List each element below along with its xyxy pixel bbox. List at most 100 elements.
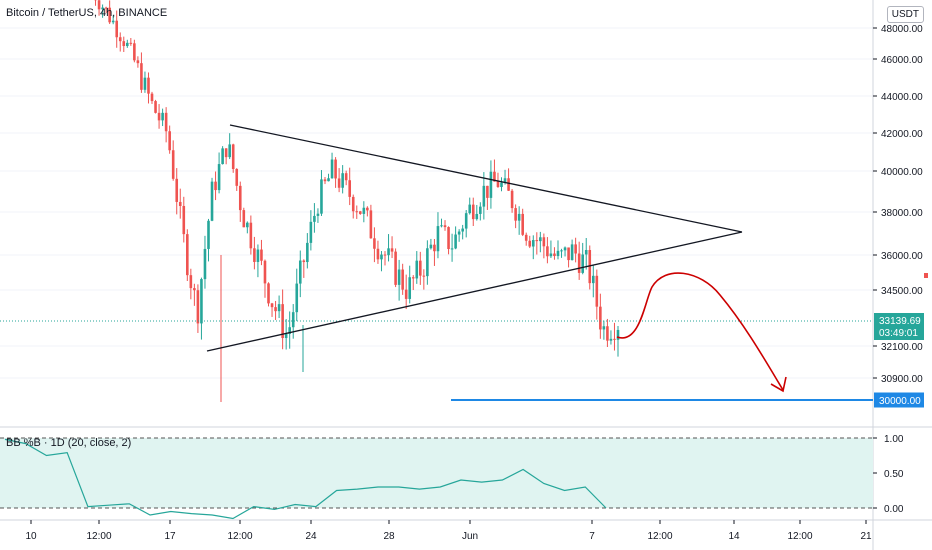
candle-body <box>380 254 383 260</box>
candle-body <box>126 42 129 47</box>
bb-line <box>4 438 607 520</box>
price-tick-label: 36000.00 <box>881 251 923 262</box>
bb-tick-label: 0.00 <box>884 504 904 515</box>
small-marker <box>924 273 928 278</box>
candle-body <box>440 225 443 227</box>
candle-body <box>150 93 154 102</box>
candle-body <box>291 312 295 328</box>
bb-tick-label: 1.00 <box>884 434 904 445</box>
drawings-layer <box>0 124 873 401</box>
candle-body <box>584 250 588 255</box>
time-tick-label: 14 <box>728 531 740 542</box>
candle-body <box>256 249 260 262</box>
candle-body <box>599 306 602 330</box>
candle-body <box>489 171 493 198</box>
candle-body <box>419 260 422 276</box>
candle-body <box>355 211 359 213</box>
projection-curve <box>616 272 784 391</box>
candle-body <box>479 206 482 214</box>
candle-body <box>313 215 316 222</box>
candle-body <box>567 247 570 261</box>
candle-body <box>260 249 263 261</box>
candle-body <box>394 251 397 285</box>
candle-body <box>517 213 521 221</box>
bb-band-fill <box>0 438 873 508</box>
time-tick-label: 12:00 <box>86 531 111 542</box>
candle-body <box>118 37 122 42</box>
candle-body <box>284 333 288 339</box>
price-tick-label: 42000.00 <box>881 129 923 140</box>
candle-body <box>429 244 433 249</box>
candle-body <box>595 275 599 307</box>
candle-body <box>549 253 553 257</box>
candle-body <box>154 101 157 113</box>
candle-body <box>443 225 447 228</box>
candle-body <box>111 20 115 23</box>
candle-body <box>362 207 366 214</box>
candle-body <box>97 0 101 10</box>
candle-body <box>320 179 323 214</box>
candle-body <box>376 248 380 260</box>
candle-body <box>178 201 182 206</box>
candle-body <box>274 307 277 312</box>
candle-body <box>411 277 415 279</box>
currency-button[interactable]: USDT <box>886 6 924 23</box>
bb-indicator-layer <box>0 437 873 520</box>
candle-body <box>334 159 337 179</box>
projection-arrowhead <box>770 376 787 393</box>
candle-body <box>157 112 161 121</box>
candle-body <box>136 60 140 64</box>
price-tick-label: 32100.00 <box>881 342 923 353</box>
candle-body <box>122 41 126 47</box>
candle-body <box>503 178 507 183</box>
price-tick-label: 46000.00 <box>881 55 923 66</box>
candle-body <box>161 112 164 121</box>
candle-body <box>249 222 253 249</box>
candle-body <box>401 269 404 290</box>
candle-body <box>577 253 581 273</box>
candle-body <box>507 178 510 191</box>
candle-body <box>450 248 454 250</box>
candle-body <box>221 148 224 165</box>
candle-body <box>104 7 108 9</box>
candle-body <box>415 260 419 279</box>
candle-body <box>390 248 394 252</box>
candle-body <box>288 327 291 334</box>
candle-body <box>207 220 210 249</box>
candle-body <box>129 42 133 44</box>
candle-body <box>609 338 613 341</box>
candle-body <box>539 237 542 242</box>
time-tick-label: 24 <box>305 531 317 542</box>
time-tick-label: 28 <box>383 531 395 542</box>
last-price-tag-bg <box>874 313 924 340</box>
candle-body <box>588 250 592 284</box>
indicator-label[interactable]: BB %B · 1D (20, close, 2) <box>6 437 132 449</box>
candle-body <box>471 204 475 220</box>
candle-body <box>556 250 560 257</box>
price-tick-label: 34500.00 <box>881 286 923 297</box>
candle-body <box>461 228 464 232</box>
time-tick-label: 7 <box>589 531 595 542</box>
candle-body <box>231 144 235 169</box>
candle-body <box>295 283 299 313</box>
candle-body <box>344 173 348 181</box>
candle-body <box>500 182 503 187</box>
target-price-label-bg <box>874 392 924 408</box>
candle-body <box>514 208 517 221</box>
candle-body <box>175 178 179 202</box>
candle-body <box>246 222 249 228</box>
candle-body <box>486 185 489 198</box>
candle-body <box>171 150 175 179</box>
candle-body <box>224 148 228 158</box>
candle-body <box>616 329 620 340</box>
candle-body <box>228 144 231 158</box>
time-tick-label: 10 <box>25 531 37 542</box>
time-tick-label: 21 <box>860 531 872 542</box>
candle-body <box>203 248 207 280</box>
candle-body <box>383 254 387 256</box>
time-tick-label: 17 <box>164 531 176 542</box>
candle-body <box>436 226 440 252</box>
candle-body <box>524 234 528 241</box>
candle-body <box>521 213 524 235</box>
